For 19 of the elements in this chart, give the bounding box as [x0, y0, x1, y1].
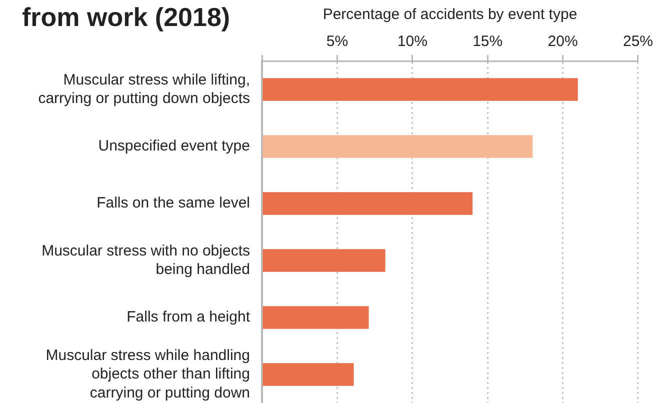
bar: [262, 306, 369, 329]
y-tick-label: Muscular stress while lifting, carrying or putting down objects: [38, 71, 250, 108]
bar: [262, 135, 533, 158]
y-tick-label: Unspecified event type: [98, 138, 250, 155]
bar: [262, 78, 578, 101]
x-tick-label: 5%: [326, 33, 348, 50]
x-tick-label: 15%: [472, 33, 503, 50]
bar: [262, 192, 473, 215]
y-tick-label: Muscular stress while handling objects other than lifting carrying or putting down: [46, 346, 250, 402]
y-tick-label: Falls on the same level: [96, 194, 250, 212]
chart-title: from work (2018): [22, 2, 230, 32]
x-axis-title: Percentage of accidents by event type: [322, 6, 578, 24]
x-tick-label: 10%: [397, 33, 428, 50]
bar: [262, 249, 386, 272]
bar: [262, 363, 354, 386]
x-tick-label: 25%: [622, 33, 654, 50]
y-tick-label: Muscular stress with no objects being handled: [42, 242, 250, 278]
x-tick-label: 20%: [548, 33, 578, 50]
y-tick-label: Falls from a height: [126, 308, 251, 326]
